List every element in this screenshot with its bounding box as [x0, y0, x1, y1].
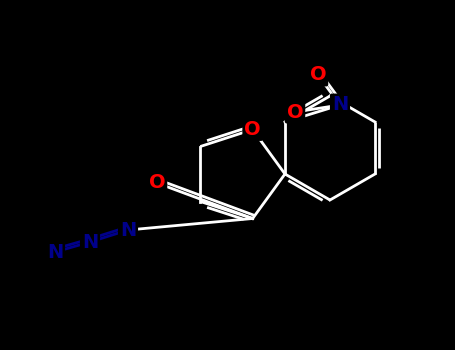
Text: N: N	[82, 232, 98, 252]
Text: O: O	[310, 65, 326, 84]
Text: N: N	[332, 96, 348, 114]
Text: N: N	[47, 243, 63, 261]
Text: O: O	[244, 120, 261, 139]
Text: N: N	[120, 220, 136, 239]
Text: O: O	[287, 103, 303, 121]
Text: O: O	[149, 174, 165, 192]
